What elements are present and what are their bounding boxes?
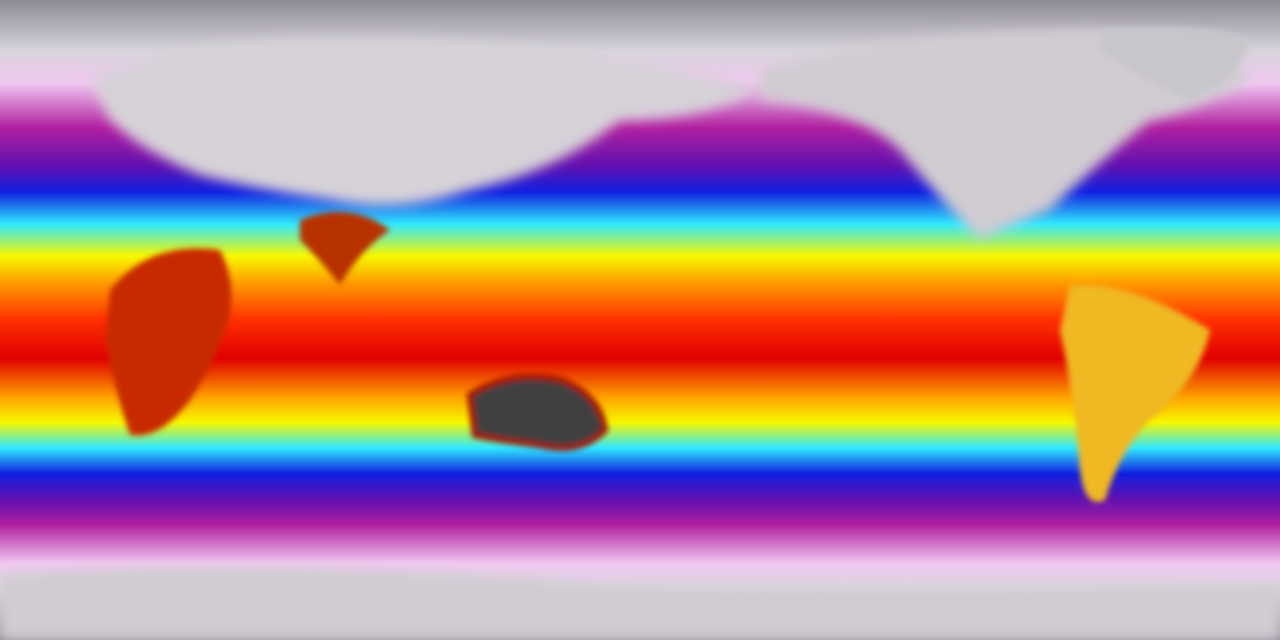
india-landmass xyxy=(300,212,390,285)
africa-landmass xyxy=(105,248,232,436)
north-america-landmass xyxy=(760,30,1250,240)
greenland-landmass xyxy=(1100,26,1250,101)
australia-landmass xyxy=(466,374,609,451)
antarctica-landmass xyxy=(0,567,1280,640)
south-america-landmass xyxy=(1060,284,1210,502)
eurasia-landmass xyxy=(90,38,760,206)
